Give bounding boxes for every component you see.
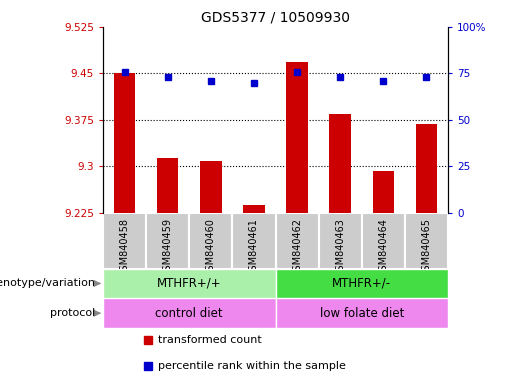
Bar (200, 161, 221, 213)
Bar (243, 205, 265, 213)
Bar (405, 213, 448, 268)
Bar (362, 213, 405, 268)
Text: GSM840459: GSM840459 (163, 218, 173, 277)
Bar (416, 124, 437, 213)
Title: GDS5377 / 10509930: GDS5377 / 10509930 (201, 10, 350, 24)
Text: protocol: protocol (50, 308, 96, 318)
Text: GSM840463: GSM840463 (335, 218, 345, 277)
Text: GSM840460: GSM840460 (206, 218, 216, 277)
Text: GSM840462: GSM840462 (292, 218, 302, 277)
Bar (114, 73, 135, 213)
Bar (319, 213, 362, 268)
Text: GSM840458: GSM840458 (119, 218, 130, 277)
Text: GSM840461: GSM840461 (249, 218, 259, 277)
Text: MTHFR+/+: MTHFR+/+ (157, 277, 221, 290)
Text: GSM840464: GSM840464 (379, 218, 388, 277)
Text: MTHFR+/-: MTHFR+/- (332, 277, 391, 290)
Bar (330, 114, 351, 213)
Bar (157, 158, 179, 213)
Bar (276, 268, 448, 298)
Text: genotype/variation: genotype/variation (0, 278, 96, 288)
Bar (146, 213, 189, 268)
Bar (372, 171, 394, 213)
Bar (189, 213, 232, 268)
Bar (232, 213, 276, 268)
Bar (276, 298, 448, 328)
Bar (103, 298, 276, 328)
Bar (103, 268, 276, 298)
Bar (103, 213, 146, 268)
Text: low folate diet: low folate diet (320, 307, 404, 320)
Text: GSM840465: GSM840465 (421, 218, 432, 277)
Bar (276, 213, 319, 268)
Text: control diet: control diet (156, 307, 223, 320)
Text: transformed count: transformed count (158, 334, 262, 344)
Bar (286, 62, 308, 213)
Text: percentile rank within the sample: percentile rank within the sample (158, 361, 346, 371)
